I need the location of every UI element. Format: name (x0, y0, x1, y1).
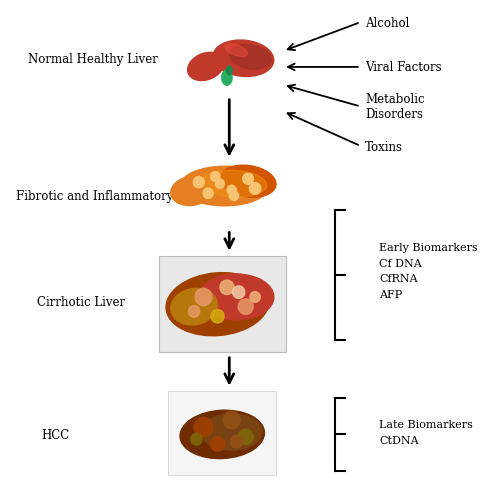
Text: Fibrotic and Inflammatory liver: Fibrotic and Inflammatory liver (16, 190, 204, 203)
Circle shape (238, 429, 253, 445)
Ellipse shape (188, 53, 224, 81)
Circle shape (250, 292, 260, 302)
Circle shape (223, 411, 240, 429)
Ellipse shape (199, 274, 274, 320)
Ellipse shape (222, 71, 232, 86)
Circle shape (238, 299, 253, 315)
Text: HCC: HCC (42, 428, 70, 441)
Circle shape (220, 281, 234, 295)
Circle shape (210, 172, 220, 182)
Circle shape (230, 436, 242, 448)
Ellipse shape (226, 67, 232, 76)
Ellipse shape (201, 171, 267, 197)
Circle shape (195, 288, 212, 306)
Circle shape (194, 177, 204, 188)
Circle shape (188, 306, 200, 318)
Ellipse shape (220, 166, 276, 198)
Circle shape (203, 189, 213, 199)
Circle shape (227, 186, 236, 195)
Circle shape (242, 174, 254, 185)
Circle shape (211, 310, 224, 323)
Ellipse shape (180, 167, 269, 206)
Text: Late Biomarkers
CtDNA: Late Biomarkers CtDNA (380, 419, 474, 445)
Circle shape (250, 183, 261, 195)
Circle shape (230, 192, 238, 201)
Text: Cirrhotic Liver: Cirrhotic Liver (38, 296, 126, 309)
Ellipse shape (230, 45, 272, 70)
Circle shape (191, 434, 202, 445)
Text: Metabolic
Disorders: Metabolic Disorders (366, 93, 425, 121)
Circle shape (216, 180, 224, 189)
Text: Toxins: Toxins (366, 140, 404, 153)
Ellipse shape (166, 273, 269, 336)
Text: Early Biomarkers
Cf DNA
CfRNA
AFP: Early Biomarkers Cf DNA CfRNA AFP (380, 242, 478, 299)
Ellipse shape (171, 289, 218, 325)
Text: Viral Factors: Viral Factors (366, 61, 442, 74)
Text: Normal Healthy Liver: Normal Healthy Liver (28, 53, 158, 66)
Ellipse shape (170, 177, 212, 206)
Ellipse shape (213, 41, 274, 77)
Circle shape (210, 437, 224, 452)
Text: Alcohol: Alcohol (366, 16, 410, 30)
Ellipse shape (225, 45, 248, 58)
Circle shape (232, 286, 245, 299)
FancyBboxPatch shape (168, 391, 276, 475)
FancyBboxPatch shape (159, 257, 286, 353)
Circle shape (194, 418, 213, 437)
Ellipse shape (201, 414, 262, 450)
Ellipse shape (180, 410, 264, 459)
